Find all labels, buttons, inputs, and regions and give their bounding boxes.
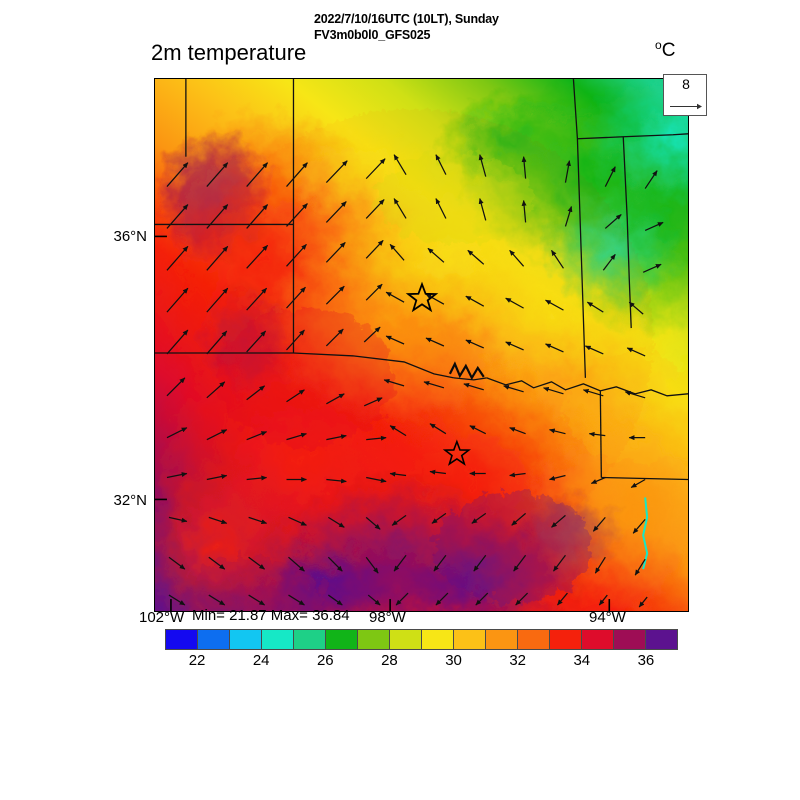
- station-star-north[interactable]: [405, 281, 439, 313]
- colorbar[interactable]: 22 24 26 28 30 32 34 36: [165, 629, 678, 669]
- colorbar-swatch[interactable]: [294, 630, 326, 649]
- river-trace: [642, 497, 649, 570]
- axis-label-lat-32: 32°N: [113, 492, 147, 509]
- map-canvas: [155, 79, 688, 611]
- units-letter: C: [661, 40, 676, 61]
- hydrography: [448, 361, 485, 381]
- colorbar-swatch[interactable]: [550, 630, 582, 649]
- temperature-map[interactable]: [154, 78, 689, 612]
- state-boundaries: [155, 79, 688, 481]
- colorbar-swatch[interactable]: [422, 630, 454, 649]
- colorbar-swatch[interactable]: [358, 630, 390, 649]
- axis-label-lat-36: 36°N: [113, 228, 147, 245]
- colorbar-tick-28: 28: [381, 652, 398, 669]
- colorbar-tick-34: 34: [573, 652, 591, 669]
- colorbar-tick-24: 24: [252, 652, 270, 669]
- colorbar-swatch[interactable]: [582, 630, 614, 649]
- page-title: 2m temperature: [151, 40, 307, 65]
- colorbar-swatch[interactable]: [230, 630, 262, 649]
- axis-label-lon-98: 98°W: [369, 609, 406, 626]
- colorbar-swatches[interactable]: [165, 629, 678, 650]
- wind-scale-legend: 8: [663, 74, 707, 116]
- axis-label-lon-94: 94°W: [589, 609, 626, 626]
- axis-label-lon-102: 102°W: [139, 609, 185, 626]
- minmax-statistics: Min= 21.87 Max= 36.84: [192, 607, 350, 624]
- colorbar-tick-labels: 22 24 26 28 30 32 34 36: [165, 652, 678, 672]
- colorbar-swatch[interactable]: [518, 630, 550, 649]
- station-markers[interactable]: [405, 281, 471, 466]
- temperature-shading: [155, 79, 688, 611]
- colorbar-tick-36: 36: [637, 652, 655, 669]
- run-datetime-label: 2022/7/10/16UTC (10LT), Sunday: [314, 12, 499, 26]
- header: 2022/7/10/16UTC (10LT), Sunday FV3m0b0l0…: [0, 0, 800, 72]
- colorbar-swatch[interactable]: [454, 630, 486, 649]
- colorbar-swatch[interactable]: [486, 630, 518, 649]
- wind-scale-value: 8: [682, 76, 690, 92]
- right-arrow-icon: [670, 103, 702, 110]
- colorbar-tick-26: 26: [316, 652, 334, 669]
- units-label: oC: [655, 38, 675, 62]
- colorbar-swatch[interactable]: [646, 630, 677, 649]
- colorbar-swatch[interactable]: [326, 630, 358, 649]
- colorbar-swatch[interactable]: [198, 630, 230, 649]
- degree-symbol: o: [655, 38, 662, 52]
- colorbar-tick-30: 30: [445, 652, 462, 669]
- colorbar-tick-32: 32: [509, 652, 527, 669]
- axis-ticks: [155, 235, 611, 611]
- wind-vector-field: [166, 154, 664, 608]
- colorbar-swatch[interactable]: [262, 630, 294, 649]
- colorbar-swatch[interactable]: [614, 630, 646, 649]
- colorbar-swatch[interactable]: [390, 630, 422, 649]
- colorbar-tick-22: 22: [188, 652, 206, 669]
- colorbar-swatch[interactable]: [166, 630, 198, 649]
- station-star-south[interactable]: [442, 439, 471, 466]
- model-id-label: FV3m0b0l0_GFS025: [314, 28, 431, 42]
